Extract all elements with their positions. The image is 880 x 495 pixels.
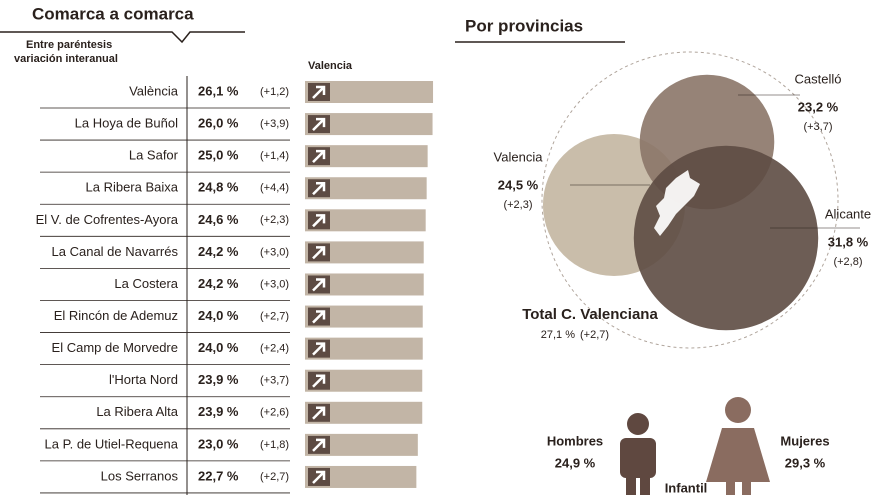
change-label: (+3,9) [260, 118, 289, 130]
row-label: El Camp de Morvedre [52, 340, 178, 355]
total-change: (+2,7) [580, 329, 609, 341]
arrow-icon [312, 246, 326, 260]
value-label: 24,0 % [198, 340, 239, 355]
row-label: Los Serranos [101, 468, 179, 483]
row-label: La Safor [129, 148, 179, 163]
value-label: 26,1 % [198, 83, 239, 98]
row-label: La Costera [114, 276, 178, 291]
value-label: 26,0 % [198, 116, 239, 131]
circles [542, 74, 819, 331]
province-change: (+3,7) [803, 121, 832, 133]
bar [305, 113, 433, 136]
right-title: Por provincias [465, 16, 583, 35]
bar [305, 209, 426, 232]
change-label: (+2,4) [260, 343, 289, 355]
child-label: Infantil [665, 480, 708, 495]
change-label: (+2,7) [260, 310, 289, 322]
row-label: València [129, 83, 179, 98]
value-label: 24,0 % [198, 308, 239, 323]
province-circle [633, 145, 819, 331]
legend-label: Valencia [308, 60, 353, 72]
province-value: 31,8 % [828, 234, 869, 249]
value-label: 25,0 % [198, 148, 239, 163]
row-label: El V. de Cofrentes-Ayora [36, 212, 179, 227]
value-label: 23,9 % [198, 404, 239, 419]
region-map [654, 170, 700, 236]
women-value: 29,3 % [785, 455, 826, 470]
subtitle: Entre paréntesis [26, 39, 112, 51]
bar [305, 433, 418, 456]
bar [305, 177, 427, 200]
arrow-icon [312, 278, 326, 292]
women-icon [706, 397, 770, 495]
title-rule [0, 31, 245, 44]
arrow-icon [312, 117, 326, 131]
row-label: La Ribera Alta [96, 404, 178, 419]
change-label: (+2,3) [260, 214, 289, 226]
arrow-icon [312, 438, 326, 452]
arrow-icon [312, 470, 326, 484]
arrow-icon [312, 310, 326, 324]
change-label: (+3,0) [260, 246, 289, 258]
province-change: (+2,8) [833, 256, 862, 268]
men-label: Hombres [547, 433, 603, 448]
outline [541, 51, 839, 349]
bar [305, 337, 423, 360]
bar [305, 81, 434, 103]
change-label: (+1,4) [260, 150, 289, 162]
bar [305, 401, 423, 424]
row-label: l'Horta Nord [109, 372, 178, 387]
row-label: La P. de Utiel-Requena [45, 436, 179, 451]
arrow-icon [312, 406, 326, 420]
value-label: 22,7 % [198, 468, 239, 483]
men-icon [620, 413, 656, 495]
change-label: (+3,0) [260, 278, 289, 290]
province-label: Valencia [494, 149, 544, 164]
men-value: 24,9 % [555, 455, 596, 470]
change-label: (+3,7) [260, 375, 289, 387]
arrow-icon [312, 374, 326, 388]
bar [305, 273, 424, 296]
province-value: 24,5 % [498, 177, 539, 192]
women-label: Mujeres [780, 433, 829, 448]
change-label: (+1,8) [260, 439, 289, 451]
subtitle: variación interanual [14, 53, 118, 65]
province-label: Castelló [795, 71, 842, 86]
value-label: 23,9 % [198, 372, 239, 387]
value-label: 24,6 % [198, 212, 239, 227]
row-label: La Canal de Navarrés [52, 244, 179, 259]
left-title: Comarca a comarca [32, 4, 194, 23]
province-value: 23,2 % [798, 99, 839, 114]
arrow-icon [312, 181, 326, 196]
total-label: Total C. Valenciana [522, 306, 658, 323]
arrow-icon [312, 85, 326, 99]
value-label: 24,2 % [198, 276, 239, 291]
row-label: El Rincón de Ademuz [54, 308, 178, 323]
arrow-icon [312, 342, 326, 356]
change-label: (+4,4) [260, 182, 289, 194]
row-label: La Ribera Baixa [86, 180, 179, 195]
bar [305, 465, 417, 488]
arrow-icon [312, 149, 326, 164]
row-label: La Hoya de Buñol [75, 116, 178, 131]
value-label: 24,2 % [198, 244, 239, 259]
change-label: (+2,7) [260, 471, 289, 483]
bar [305, 369, 423, 392]
bar [305, 241, 424, 264]
bar [305, 305, 423, 328]
value-label: 23,0 % [198, 436, 239, 451]
change-label: (+2,6) [260, 407, 289, 419]
change-label: (+1,2) [260, 86, 289, 98]
arrow-icon [312, 214, 326, 228]
value-label: 24,8 % [198, 180, 239, 195]
total-value: 27,1 % [541, 329, 575, 341]
province-change: (+2,3) [503, 199, 532, 211]
province-label: Alicante [825, 206, 871, 221]
bar [305, 145, 428, 168]
